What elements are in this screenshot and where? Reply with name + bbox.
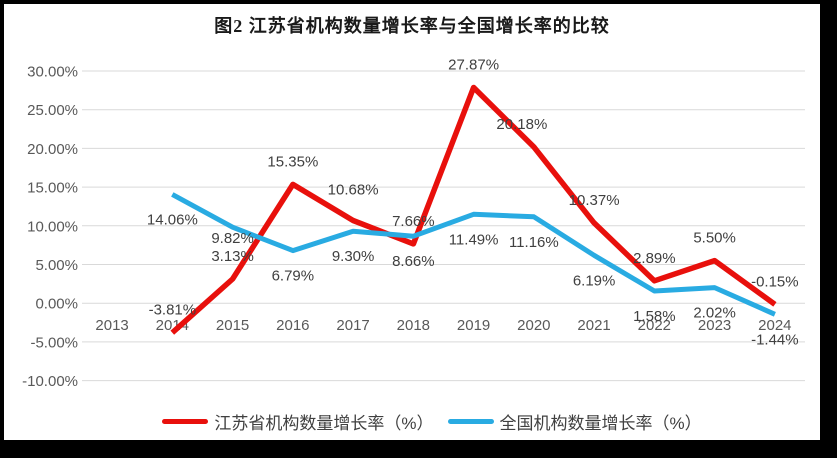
- x-tick-label: 2016: [276, 317, 309, 334]
- data-label: 6.79%: [272, 268, 315, 285]
- data-label: 3.13%: [211, 248, 254, 265]
- data-label: 11.49%: [449, 231, 499, 248]
- data-label: 2.02%: [693, 305, 736, 322]
- y-tick-label: -10.00%: [22, 373, 78, 390]
- x-tick-label: 2023: [698, 317, 731, 334]
- data-label: 27.87%: [448, 56, 499, 73]
- x-tick-label: 2021: [577, 317, 610, 334]
- data-label: -3.81%: [149, 302, 197, 319]
- y-tick-label: 15.00%: [27, 180, 78, 197]
- y-tick-label: 20.00%: [27, 141, 78, 158]
- y-tick-label: -5.00%: [30, 334, 78, 351]
- data-label: 11.16%: [509, 234, 559, 251]
- data-label: 6.19%: [573, 272, 616, 289]
- series-line-1: [171, 192, 776, 317]
- y-tick-label: 5.00%: [35, 257, 78, 274]
- x-tick-label: 2019: [457, 317, 490, 334]
- chart-legend: 江苏省机构数量增长率（%） 全国机构数量增长率（%）: [24, 406, 837, 436]
- data-label: 2.89%: [633, 250, 676, 267]
- legend-line-red-icon: [162, 418, 209, 424]
- data-label: 14.06%: [147, 211, 198, 228]
- x-tick-label: 2017: [336, 317, 369, 334]
- data-label: 1.58%: [633, 308, 676, 325]
- legend-item-national: 全国机构数量增长率（%）: [447, 409, 702, 434]
- data-label: 10.37%: [569, 192, 620, 209]
- y-tick-label: 30.00%: [27, 64, 78, 81]
- y-tick-label: 25.00%: [27, 102, 78, 119]
- x-tick-label: 2014: [156, 317, 189, 334]
- legend-label-national: 全国机构数量增长率（%）: [499, 413, 702, 433]
- y-tick-label: 0.00%: [35, 296, 78, 313]
- x-tick-label: 2015: [216, 317, 249, 334]
- x-tick-label: 2018: [397, 317, 430, 334]
- data-label: 20.18%: [496, 116, 547, 133]
- x-tick-label: 2022: [638, 317, 671, 334]
- data-label: -1.44%: [751, 331, 799, 348]
- x-tick-label: 2024: [758, 317, 791, 334]
- x-tick-label: 2013: [95, 317, 128, 334]
- data-label: 15.35%: [267, 153, 318, 170]
- data-label: 9.30%: [332, 248, 375, 265]
- data-label: -0.15%: [751, 273, 799, 290]
- data-label: 10.68%: [328, 182, 379, 199]
- legend-item-jiangsu: 江苏省机构数量增长率（%）: [162, 409, 434, 434]
- data-label: 9.82%: [211, 230, 254, 247]
- x-tick-label: 2020: [517, 317, 550, 334]
- chart-title: 图2 江苏省机构数量增长率与全国增长率的比较: [214, 16, 610, 36]
- y-tick-label: 10.00%: [27, 218, 78, 235]
- data-label: 8.66%: [392, 253, 435, 270]
- series-line-0: [170, 84, 777, 335]
- data-label: 7.66%: [392, 213, 435, 230]
- legend-line-blue-icon: [447, 418, 494, 424]
- legend-label-jiangsu: 江苏省机构数量增长率（%）: [214, 413, 434, 433]
- chart-canvas: [4, 4, 820, 440]
- data-label: 5.50%: [693, 230, 736, 247]
